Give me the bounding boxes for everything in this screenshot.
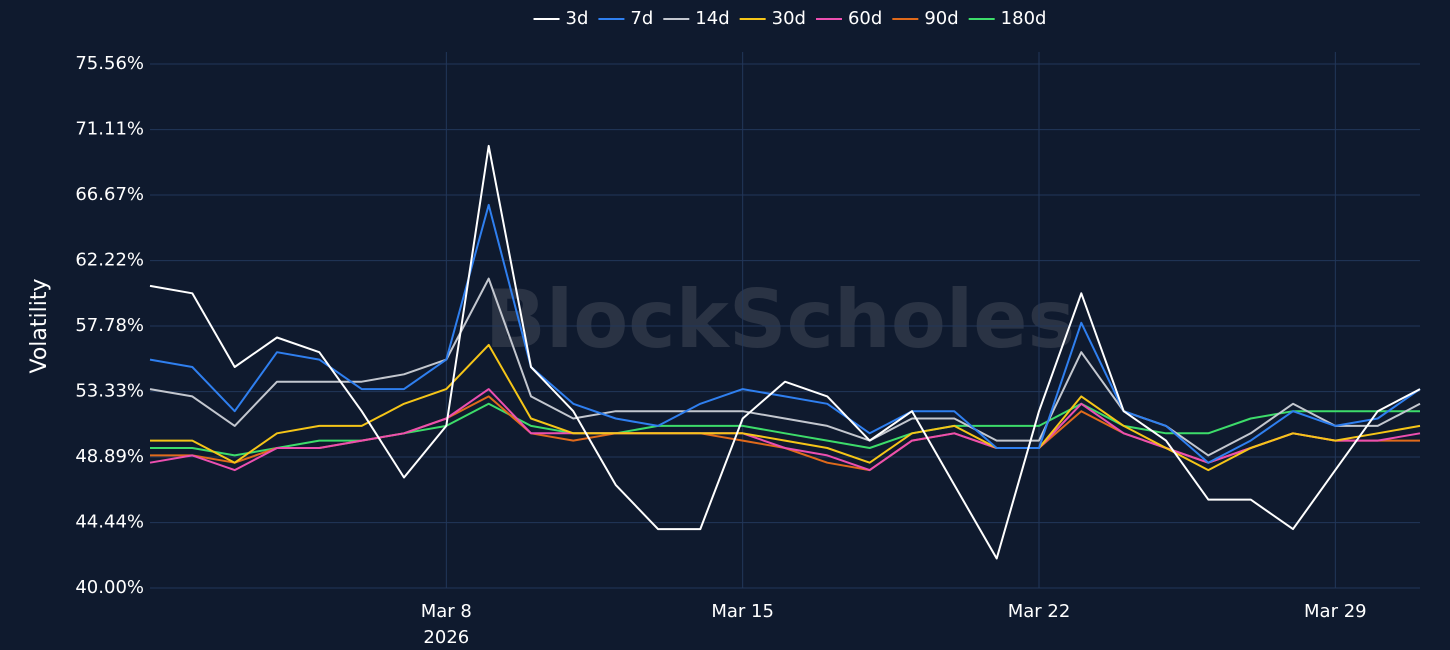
line-series [149, 144, 1421, 560]
legend-label: 60d [848, 8, 882, 29]
x-tick-label: Mar 22 [1008, 601, 1071, 622]
x-year-label: 2026 [423, 627, 469, 648]
legend-label: 3d [566, 8, 589, 29]
x-tick-label: Mar 15 [711, 601, 774, 622]
line-series [150, 343, 1421, 472]
y-tick-label: 57.78% [75, 315, 144, 336]
y-tick-label: 71.11% [75, 119, 144, 140]
legend-label: 14d [695, 8, 729, 29]
line-series [149, 277, 1421, 457]
x-tick-label: Mar 8 [421, 601, 472, 622]
y-tick-label: 75.56% [75, 53, 144, 74]
y-tick-label: 48.89% [75, 446, 144, 467]
y-tick-label: 53.33% [75, 381, 144, 402]
legend-label: 7d [630, 8, 653, 29]
y-tick-label: 62.22% [75, 250, 144, 271]
legend-label: 180d [1001, 8, 1047, 29]
x-tick-label: Mar 29 [1304, 601, 1367, 622]
y-tick-label: 44.44% [75, 512, 144, 533]
legend-label: 90d [924, 8, 958, 29]
legend-label: 30d [772, 8, 806, 29]
line-series [149, 203, 1421, 464]
y-tick-label: 40.00% [75, 577, 144, 598]
y-tick-label: 66.67% [75, 184, 144, 205]
y-axis-label: Volatility [27, 278, 52, 373]
watermark: BlockScholes [485, 273, 1075, 366]
